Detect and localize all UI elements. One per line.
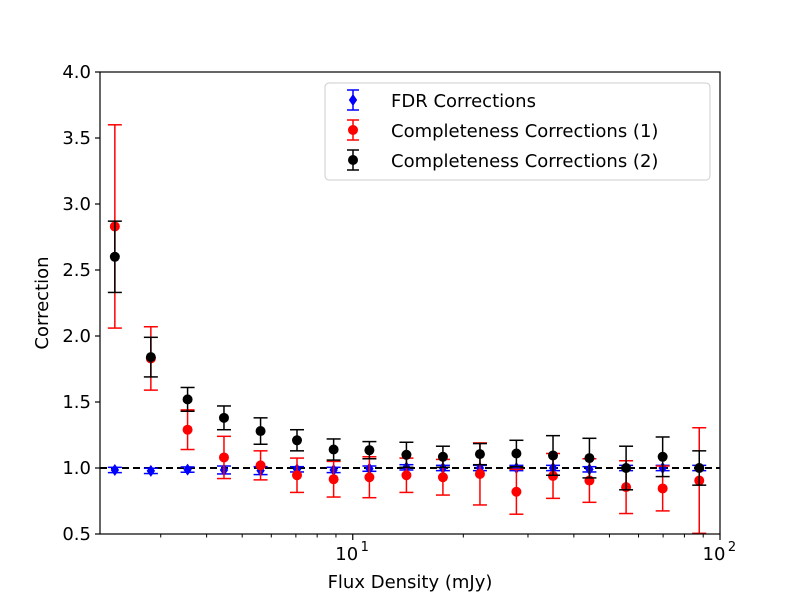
data-point — [328, 444, 339, 455]
y-tick-label: 3.5 — [62, 128, 91, 149]
data-point — [364, 445, 375, 456]
x-tick-label: 10 2 — [703, 540, 737, 565]
data-point — [182, 424, 193, 435]
data-point — [292, 470, 303, 481]
plot-frame — [99, 71, 721, 535]
legend-frame — [324, 82, 711, 181]
y-axis-label: Correction — [32, 256, 53, 349]
y-axis: 0.5 1.0 1.5 2.0 2.5 3.0 3.5 4.0 — [62, 62, 100, 545]
y-tick-label: 1.0 — [62, 458, 91, 479]
legend-label: Completeness Corrections (1) — [391, 121, 658, 142]
data-point — [348, 125, 358, 135]
legend-entry-1: FDR Corrections — [347, 89, 536, 112]
y-tick-label: 4.0 — [62, 62, 91, 83]
data-point — [437, 472, 448, 483]
data-point — [474, 468, 485, 479]
x-axis: 10 1 10 2 — [160, 534, 737, 565]
y-tick-label: 2.0 — [62, 326, 91, 347]
data-point — [145, 352, 156, 363]
data-point — [511, 486, 522, 497]
svg-text:1: 1 — [361, 540, 369, 555]
legend-label: Completeness Corrections (2) — [391, 151, 658, 172]
data-point — [292, 435, 303, 446]
data-point — [401, 470, 412, 481]
svg-text:10: 10 — [335, 544, 358, 565]
y-tick-label: 0.5 — [62, 524, 91, 545]
legend-entry-2: Completeness Corrections (1) — [347, 119, 658, 142]
data-point — [348, 155, 358, 165]
data-point — [512, 462, 521, 474]
series-3 — [107, 220, 707, 491]
legend-label: FDR Corrections — [391, 91, 536, 112]
series-2 — [107, 124, 707, 534]
data-point — [511, 448, 522, 459]
data-point — [182, 394, 193, 405]
data-point — [255, 426, 266, 437]
y-tick-label: 3.0 — [62, 194, 91, 215]
svg-text:10: 10 — [703, 544, 726, 565]
y-tick-label: 1.5 — [62, 392, 91, 413]
data-point — [183, 463, 192, 476]
data-point — [364, 472, 375, 483]
legend-entry-3: Completeness Corrections (2) — [347, 149, 658, 172]
data-point — [328, 474, 339, 485]
data-point — [657, 451, 668, 462]
x-axis-label: Flux Density (mJy) — [328, 572, 493, 593]
data-point — [255, 460, 266, 471]
data-point — [109, 251, 120, 262]
y-tick-label: 2.5 — [62, 260, 91, 281]
data-point — [146, 464, 156, 477]
data-point — [110, 463, 120, 476]
data-point — [657, 483, 668, 494]
data-point — [474, 449, 485, 460]
data-point — [437, 451, 448, 462]
svg-text:2: 2 — [728, 540, 736, 555]
legend: FDR Corrections Completeness Corrections … — [324, 82, 711, 181]
data-point — [348, 94, 358, 106]
data-point — [621, 463, 632, 473]
data-point — [401, 449, 412, 460]
data-point — [218, 452, 229, 463]
data-point — [218, 412, 229, 423]
data-point — [548, 450, 559, 461]
data-point — [584, 453, 595, 464]
series-layer — [107, 124, 707, 534]
data-point — [694, 463, 705, 473]
x-tick-label: 10 1 — [335, 540, 369, 565]
